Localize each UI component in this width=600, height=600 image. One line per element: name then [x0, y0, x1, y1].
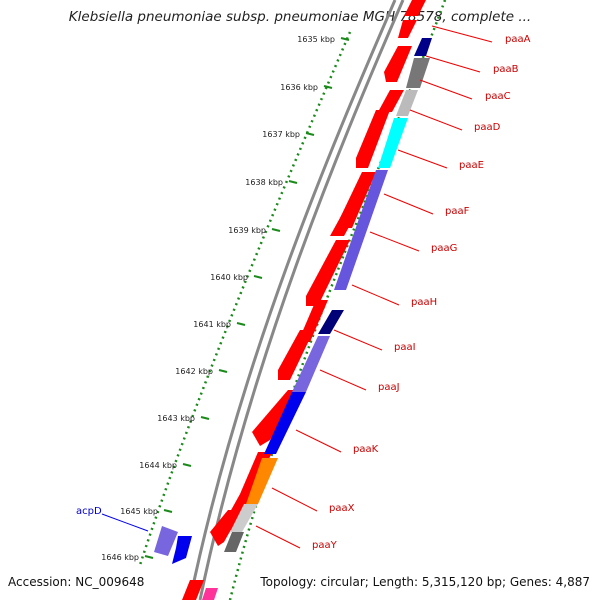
gene-leader-line: [319, 369, 367, 391]
gene-arrow: [182, 580, 204, 600]
gene-label-paaE: paaE: [459, 160, 484, 171]
cog-block: [292, 336, 330, 392]
gene-leader-line: [431, 25, 493, 43]
gene-leader-line: [271, 487, 318, 512]
scale-tick: [236, 322, 246, 326]
gene-leader-line: [255, 525, 301, 549]
scale-tick: [323, 85, 333, 89]
gene-label-paaK: paaK: [353, 444, 379, 455]
gene-arrow: [210, 510, 242, 546]
gene-leader-line: [383, 193, 434, 215]
gene-leader-line: [101, 513, 149, 532]
gene-label-acpD: acpD: [76, 506, 102, 517]
cog-block: [378, 118, 408, 168]
scale-tick: [144, 555, 154, 559]
gene-arrow: [278, 330, 314, 380]
gene-arrow: [378, 90, 404, 112]
backbone-outer: [188, 0, 397, 600]
scale-label: 1638 kbp: [245, 178, 283, 187]
gene-label-paaF: paaF: [445, 206, 470, 217]
scale-tick: [200, 416, 210, 420]
scale-tick: [218, 369, 228, 373]
gene-leader-line: [351, 284, 400, 306]
scale-label: 1636 kbp: [280, 83, 318, 92]
cog-block: [318, 310, 344, 334]
scale-label: 1642 kbp: [175, 367, 213, 376]
acpd-cog-block: [154, 526, 178, 556]
scale-label: 1644 kbp: [139, 461, 177, 470]
scale-label: 1643 kbp: [157, 414, 195, 423]
gene-leader-line: [369, 231, 420, 252]
scale-label: 1635 kbp: [297, 35, 335, 44]
gene-label-paaA: paaA: [505, 34, 531, 45]
scale-tick: [253, 275, 263, 279]
scale-label: 1637 kbp: [262, 130, 300, 139]
gene-label-paaJ: paaJ: [378, 382, 400, 393]
cog-block: [396, 90, 418, 116]
gene-label-paaH: paaH: [411, 297, 437, 308]
cog-block: [264, 392, 306, 454]
scale-label: 1641 kbp: [193, 320, 231, 329]
topology-text: Topology: circular; Length: 5,315,120 bp…: [260, 575, 590, 589]
backbone-inner: [198, 0, 405, 600]
gene-leader-line: [295, 429, 342, 453]
gene-label-paaY: paaY: [312, 540, 338, 551]
cog-block: [414, 38, 432, 56]
gene-leader-line: [425, 55, 481, 73]
scale-tick: [288, 180, 298, 184]
gene-arrow: [306, 240, 350, 306]
gene-label-paaB: paaB: [493, 64, 519, 75]
gene-arrow: [356, 110, 390, 168]
scale-tick: [163, 509, 173, 513]
cog-block: [202, 588, 218, 600]
gene-leader-line: [397, 149, 448, 169]
scale-tick: [182, 463, 192, 467]
scale-label: 1646 kbp: [101, 553, 139, 562]
scale-tick: [340, 37, 350, 41]
gene-leader-line: [409, 109, 463, 131]
gene-label-paaG: paaG: [431, 243, 457, 254]
scale-tick: [305, 132, 315, 136]
gene-label-paaI: paaI: [394, 342, 416, 353]
scale-label: 1640 kbp: [210, 273, 248, 282]
gene-arrow: [398, 20, 417, 38]
cog-block: [224, 532, 244, 552]
gene-label-paaC: paaC: [485, 91, 511, 102]
cog-block: [334, 170, 388, 290]
gene-arrow: [330, 196, 366, 236]
cog-block: [230, 504, 258, 532]
scale-label: 1645 kbp: [120, 507, 158, 516]
scale-label: 1639 kbp: [228, 226, 266, 235]
gene-leader-line: [333, 329, 383, 351]
acpd-gene-arrow: [172, 536, 192, 564]
gene-label-paaX: paaX: [329, 503, 355, 514]
accession-text: Accession: NC_009648: [8, 575, 145, 589]
gene-arrow: [404, 0, 426, 16]
gene-arrow: [384, 46, 412, 82]
gene-label-paaD: paaD: [474, 122, 501, 133]
scale-tick: [271, 228, 281, 232]
cog-block: [406, 58, 430, 88]
gene-leader-line: [419, 79, 473, 100]
cog-block: [246, 458, 278, 504]
